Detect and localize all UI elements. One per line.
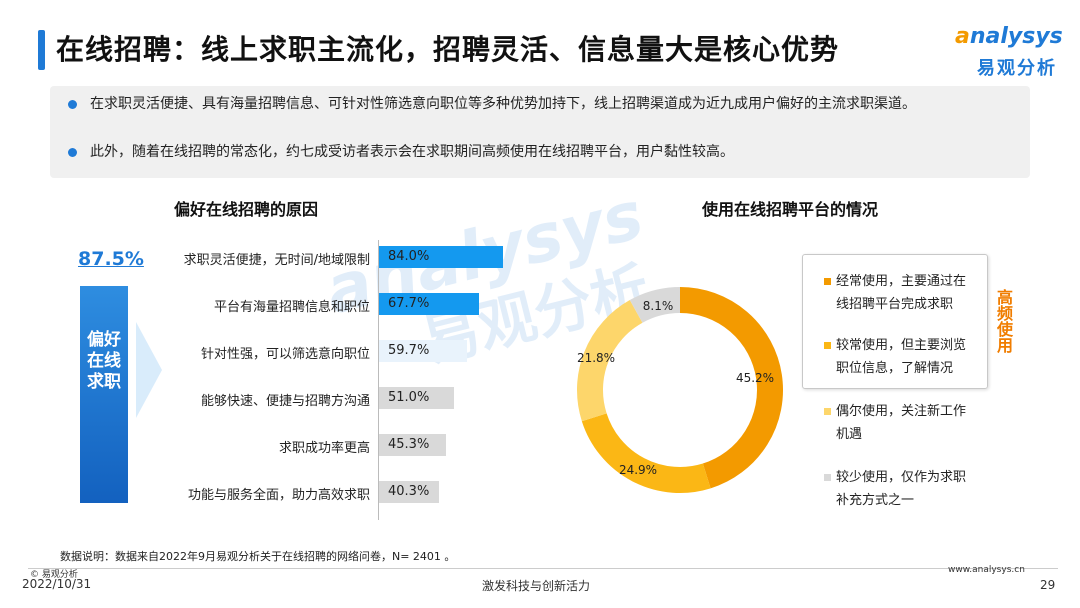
bar-value-label: 59.7% (388, 343, 430, 358)
donut-slice (577, 300, 643, 422)
footer-divider (28, 568, 1058, 569)
legend-item: 偶尔使用，关注新工作机遇 (824, 400, 978, 446)
vertical-label: 偏好在线求职 (87, 330, 121, 392)
bar-row: 求职成功率更高 45.3% (160, 434, 560, 458)
bar-axis-line (378, 240, 379, 520)
legend-label: 经常使用，主要通过在线招聘平台完成求职 (836, 274, 967, 312)
summary-box: 在求职灵活便捷、具有海量招聘信息、可针对性筛选意向职位等多种优势加持下，线上招聘… (50, 86, 1030, 178)
bar-row: 求职灵活便捷，无时间/地域限制 84.0% (160, 246, 560, 270)
bullet-dot-icon (68, 100, 77, 109)
legend-label: 较常使用，但主要浏览职位信息，了解情况 (836, 338, 967, 376)
bar-category-label: 求职灵活便捷，无时间/地域限制 (183, 253, 370, 268)
bar-row: 针对性强，可以筛选意向职位 59.7% (160, 340, 560, 364)
bar-value-label: 84.0% (388, 249, 430, 264)
logo-text-en: analysys (955, 24, 1063, 49)
summary-bullet: 在求职灵活便捷、具有海量招聘信息、可针对性筛选意向职位等多种优势加持下，线上招聘… (68, 92, 1010, 116)
footer-url[interactable]: www.analysys.cn (948, 565, 1025, 575)
bar-category-label: 功能与服务全面，助力高效求职 (187, 488, 370, 503)
donut-value-label: 21.8% (577, 351, 615, 365)
legend-item: 较常使用，但主要浏览职位信息，了解情况 (824, 334, 978, 380)
page-title: 在线招聘：线上求职主流化，招聘灵活、信息量大是核心优势 (56, 33, 840, 66)
donut-value-label: 24.9% (619, 463, 657, 477)
bar-value-label: 40.3% (388, 484, 430, 499)
preference-label-box: 偏好在线求职 (80, 286, 128, 503)
summary-bullet: 此外，随着在线招聘的常态化，约七成受访者表示会在求职期间高频使用在线招聘平台，用… (68, 140, 1010, 164)
footer-copyright: © 易观分析 (30, 570, 78, 580)
bar-mark (379, 387, 455, 409)
legend-swatch-icon (824, 342, 831, 349)
footer-date: 2022/10/31 (22, 577, 92, 591)
bullet-dot-icon (68, 148, 77, 157)
bar-row: 功能与服务全面，助力高效求职 40.3% (160, 481, 560, 505)
bar-category-label: 平台有海量招聘信息和职位 (213, 300, 370, 315)
arrow-right-icon (136, 322, 162, 418)
donut-value-label: 8.1% (643, 299, 674, 313)
legend-item: 较少使用，仅作为求职补充方式之一 (824, 466, 978, 512)
legend-swatch-icon (824, 278, 831, 285)
bar-mark (379, 481, 439, 503)
donut-slice (679, 287, 783, 489)
bar-value-label: 51.0% (388, 390, 430, 405)
bar-category-label: 针对性强，可以筛选意向职位 (200, 347, 370, 362)
bar-category-label: 求职成功率更高 (278, 441, 370, 456)
legend-swatch-icon (824, 408, 831, 415)
donut-chart-title: 使用在线招聘平台的情况 (702, 200, 879, 219)
bar-category-label: 能够快速、便捷与招聘方沟通 (200, 394, 370, 409)
legend-label: 偶尔使用，关注新工作机遇 (836, 404, 967, 442)
usage-donut-chart: 45.2% 24.9% 21.8% 8.1% (577, 287, 783, 493)
logo-text-cn: 易观分析 (977, 58, 1057, 79)
donut-value-label: 45.2% (736, 371, 774, 385)
bar-value-label: 67.7% (388, 296, 430, 311)
footer-slogan: 激发科技与创新活力 (482, 579, 591, 593)
bar-value-label: 45.3% (388, 437, 430, 452)
analysys-logo: analysys 易观分析 (955, 24, 1065, 80)
high-frequency-legend-box (802, 254, 988, 389)
bar-mark (379, 246, 504, 268)
legend-swatch-icon (824, 474, 831, 481)
legend-item: 经常使用，主要通过在线招聘平台完成求职 (824, 270, 978, 316)
donut-slice (581, 412, 711, 493)
reasons-bar-chart: 求职灵活便捷，无时间/地域限制 84.0% 平台有海量招聘信息和职位 67.7% 针对性… (160, 240, 560, 520)
donut-slice (629, 287, 681, 323)
bar-row: 平台有海量招聘信息和职位 67.7% (160, 293, 560, 317)
bar-row: 能够快速、便捷与招聘方沟通 51.0% (160, 387, 560, 411)
legend-label: 较少使用，仅作为求职补充方式之一 (836, 470, 967, 508)
bar-chart-title: 偏好在线招聘的原因 (174, 200, 319, 219)
page-number: 29 (1040, 578, 1056, 592)
bar-mark (379, 434, 447, 456)
high-frequency-label: 高频使用 (996, 288, 1013, 355)
bar-mark (379, 293, 480, 315)
headline-percentage: 87.5% (78, 248, 144, 270)
title-accent-bar (38, 30, 45, 70)
data-note: 数据说明：数据来自2022年9月易观分析关于在线招聘的网络问卷，N= 2401 … (60, 550, 456, 563)
bar-mark (379, 340, 468, 362)
